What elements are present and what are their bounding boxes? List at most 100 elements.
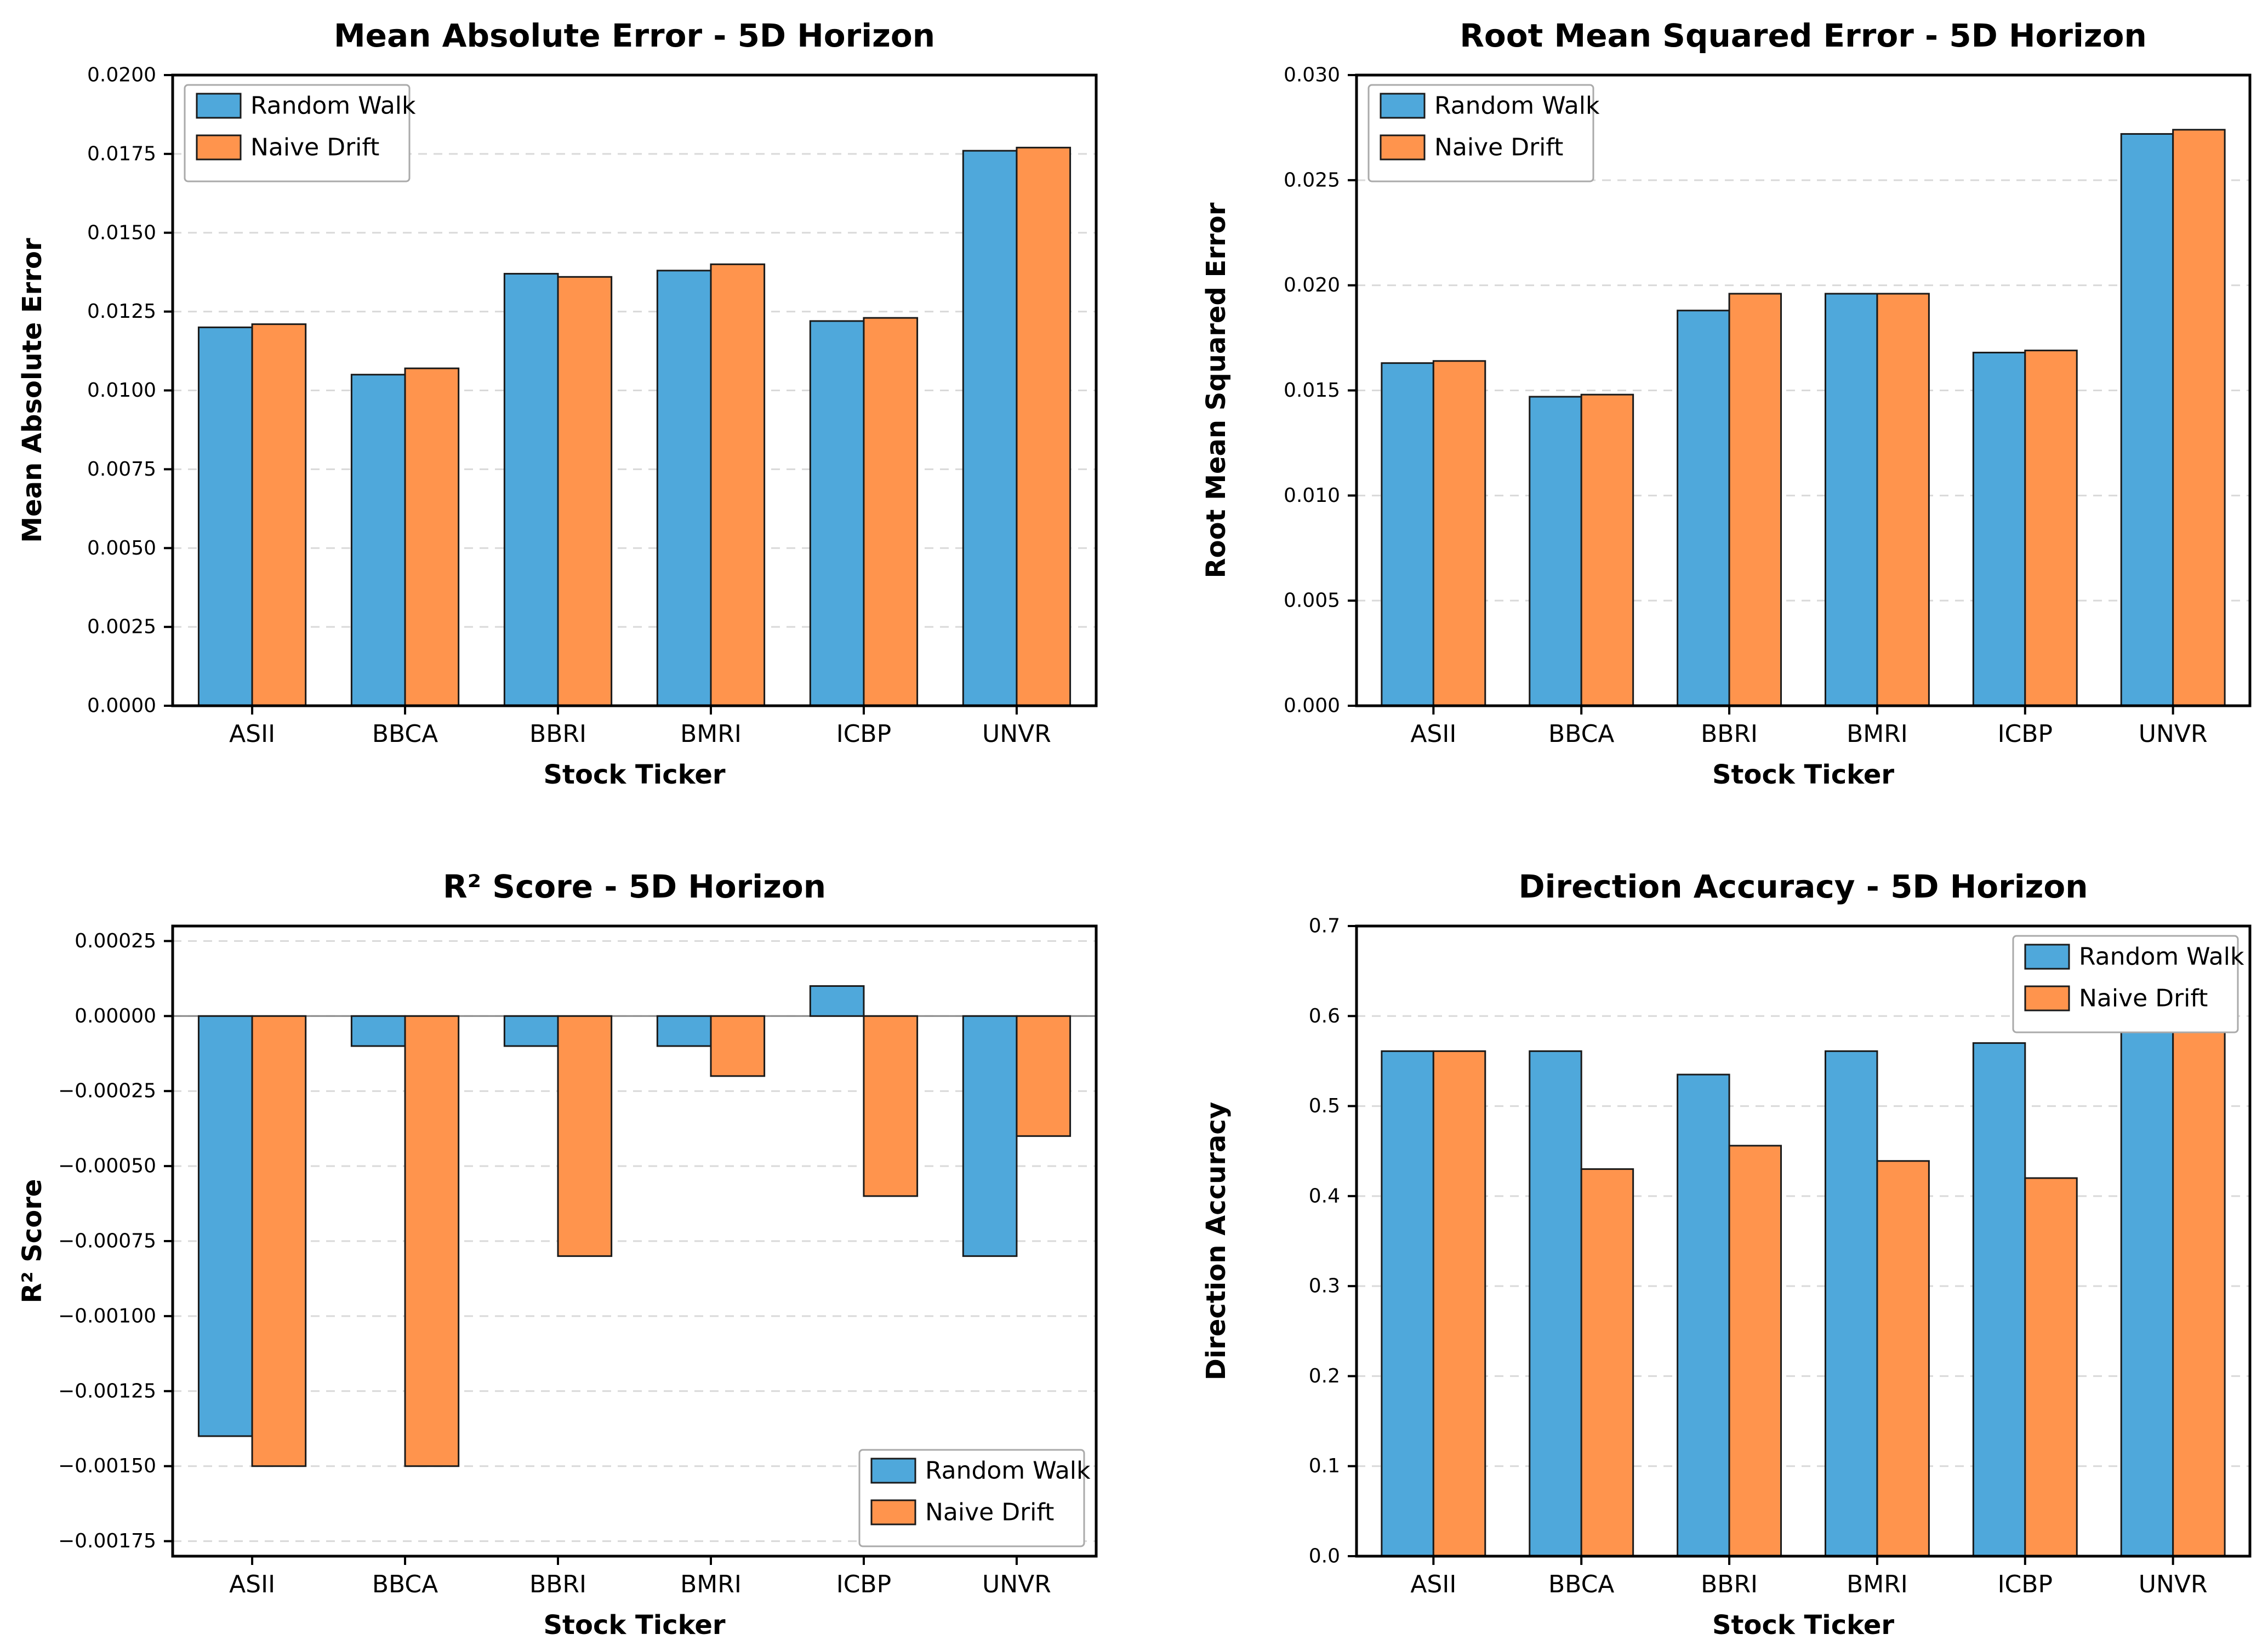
y-tick-label: −0.00075 xyxy=(58,1230,156,1253)
bar-naive-drift-unvr xyxy=(1016,146,1072,707)
bar-random-walk-bbri xyxy=(503,1015,559,1047)
legend-label-random-walk: Random Walk xyxy=(250,92,416,120)
x-tick-label: BBCA xyxy=(372,720,438,748)
y-tick-label: 0.2 xyxy=(1309,1365,1340,1387)
x-axis-label: Stock Ticker xyxy=(1712,1610,1894,1640)
bar-random-walk-icbp xyxy=(1972,351,2026,707)
y-tick-label: 0.0050 xyxy=(87,537,156,559)
bar-naive-drift-bmri xyxy=(1876,293,1930,707)
y-tick-label: −0.00100 xyxy=(58,1305,156,1327)
chart-mae: 0.0000 0.0025 0.0050 0.0075 0.0100 0.0125 0.01… xyxy=(17,17,1098,790)
legend-label-random-walk: Random Walk xyxy=(2079,943,2244,971)
legend-swatch-naive-drift xyxy=(1380,134,1426,161)
bar-naive-drift-bbca xyxy=(1580,393,1634,707)
bar-naive-drift-bbca xyxy=(404,367,460,707)
y-tick-label: 0.020 xyxy=(1284,274,1340,296)
plot-border xyxy=(1355,924,2252,1558)
y-tick-label: 0.7 xyxy=(1309,915,1340,938)
bar-random-walk-bbca xyxy=(350,374,406,707)
y-tick-label: 0.3 xyxy=(1309,1275,1340,1298)
y-tick-label: 0.005 xyxy=(1284,590,1340,612)
y-tick-label: 0.00025 xyxy=(75,930,156,952)
x-axis-label: Stock Ticker xyxy=(543,759,725,790)
legend-label-random-walk: Random Walk xyxy=(925,1457,1091,1485)
chart-rmse: 0.000 0.005 0.010 0.015 0.020 0.025 0.030 ASII B… xyxy=(1201,17,2252,790)
y-tick-label: −0.00150 xyxy=(58,1455,156,1477)
legend-label-naive-drift: Naive Drift xyxy=(250,134,379,162)
y-axis-label: Direction Accuracy xyxy=(1201,1102,1232,1380)
bar-random-walk-bmri xyxy=(656,1015,712,1047)
bar-naive-drift-asii xyxy=(251,323,307,707)
y-tick-label: 0.1 xyxy=(1309,1455,1340,1477)
legend-swatch-naive-drift xyxy=(196,134,242,161)
y-tick-label: 0.00000 xyxy=(75,1005,156,1027)
chart-title: Root Mean Squared Error - 5D Horizon xyxy=(1460,17,2147,54)
bar-random-walk-unvr xyxy=(2120,133,2174,707)
x-tick-label: BMRI xyxy=(680,1570,742,1598)
y-tick-label: 0.0125 xyxy=(87,300,156,323)
y-tick-label: 0.0025 xyxy=(87,616,156,638)
x-axis-label: Stock Ticker xyxy=(1712,759,1894,790)
y-axis-label: Mean Absolute Error xyxy=(17,238,48,543)
y-tick-label: 0.0200 xyxy=(87,64,156,87)
bar-naive-drift-asii xyxy=(251,1015,307,1467)
y-tick-label: 0.6 xyxy=(1309,1005,1340,1027)
legend-swatch-naive-drift xyxy=(870,1499,916,1525)
bar-random-walk-asii xyxy=(1381,362,1434,707)
chart-title: R² Score - 5D Horizon xyxy=(443,868,826,905)
bar-random-walk-unvr xyxy=(2120,1019,2174,1557)
bar-random-walk-bbri xyxy=(503,273,559,707)
x-tick-label: ASII xyxy=(229,1570,275,1598)
bar-naive-drift-unvr xyxy=(1016,1015,1072,1137)
bar-random-walk-bmri xyxy=(1824,293,1878,707)
x-tick-label: BMRI xyxy=(1847,1570,1908,1598)
x-tick-label: BBRI xyxy=(1701,720,1758,748)
y-tick-label: 0.015 xyxy=(1284,379,1340,402)
chart-title: Direction Accuracy - 5D Horizon xyxy=(1518,868,2088,905)
bar-random-walk-bmri xyxy=(656,270,712,707)
y-axis-label: R² Score xyxy=(17,1179,48,1304)
bar-random-walk-bbri xyxy=(1677,1073,1730,1557)
x-tick-label: ICBP xyxy=(1998,720,2053,748)
legend-label-naive-drift: Naive Drift xyxy=(925,1499,1054,1527)
legend-swatch-naive-drift xyxy=(2024,985,2070,1012)
bar-random-walk-unvr xyxy=(962,1015,1018,1257)
legend: Random Walk Naive Drift xyxy=(858,1449,1091,1547)
x-tick-label: ASII xyxy=(1410,1570,1456,1598)
y-tick-label: −0.00175 xyxy=(58,1530,156,1552)
bar-random-walk-bbca xyxy=(350,1015,406,1047)
x-tick-label: BBCA xyxy=(1548,720,1614,748)
bar-naive-drift-asii xyxy=(1432,1050,1486,1557)
y-tick-label: 0.5 xyxy=(1309,1095,1340,1117)
y-axis-label: Root Mean Squared Error xyxy=(1201,202,1232,578)
x-tick-label: UNVR xyxy=(2139,1570,2208,1598)
y-tick-label: 0.0175 xyxy=(87,142,156,165)
x-tick-label: BBCA xyxy=(1548,1570,1614,1598)
bar-naive-drift-bmri xyxy=(1876,1160,1930,1557)
bar-naive-drift-icbp xyxy=(863,317,919,707)
legend-swatch-random-walk xyxy=(196,93,242,119)
chart-title: Mean Absolute Error - 5D Horizon xyxy=(334,17,935,54)
x-axis-label: Stock Ticker xyxy=(543,1610,725,1640)
y-tick-label: 0.010 xyxy=(1284,484,1340,507)
x-tick-label: BBRI xyxy=(1701,1570,1758,1598)
bar-naive-drift-icbp xyxy=(2024,1177,2078,1557)
bar-naive-drift-asii xyxy=(1432,360,1486,707)
y-tick-label: 0.030 xyxy=(1284,64,1340,87)
y-tick-label: 0.0100 xyxy=(87,379,156,402)
chart-cell-mae: 0.0000 0.0025 0.0050 0.0075 0.0100 0.0125 0.01… xyxy=(0,0,1134,820)
bar-naive-drift-bbri xyxy=(557,1015,613,1257)
y-tick-label: −0.00050 xyxy=(58,1155,156,1178)
bar-random-walk-bbri xyxy=(1677,310,1730,707)
chart-cell-r2-score: −0.00175 −0.00150 −0.00125 −0.00100 −0.00075… xyxy=(0,820,1134,1640)
legend-swatch-random-walk xyxy=(1380,93,1426,119)
bar-naive-drift-unvr xyxy=(2172,1019,2226,1557)
x-tick-label: BMRI xyxy=(680,720,742,748)
y-tick-label: −0.00025 xyxy=(58,1080,156,1102)
bar-random-walk-icbp xyxy=(1972,1042,2026,1557)
chart-cell-rmse: 0.000 0.005 0.010 0.015 0.020 0.025 0.030 ASII B… xyxy=(1134,0,2268,820)
bar-naive-drift-bbri xyxy=(1728,1145,1782,1557)
legend-label-naive-drift: Naive Drift xyxy=(2079,985,2208,1013)
legend: Random Walk Naive Drift xyxy=(184,84,416,182)
